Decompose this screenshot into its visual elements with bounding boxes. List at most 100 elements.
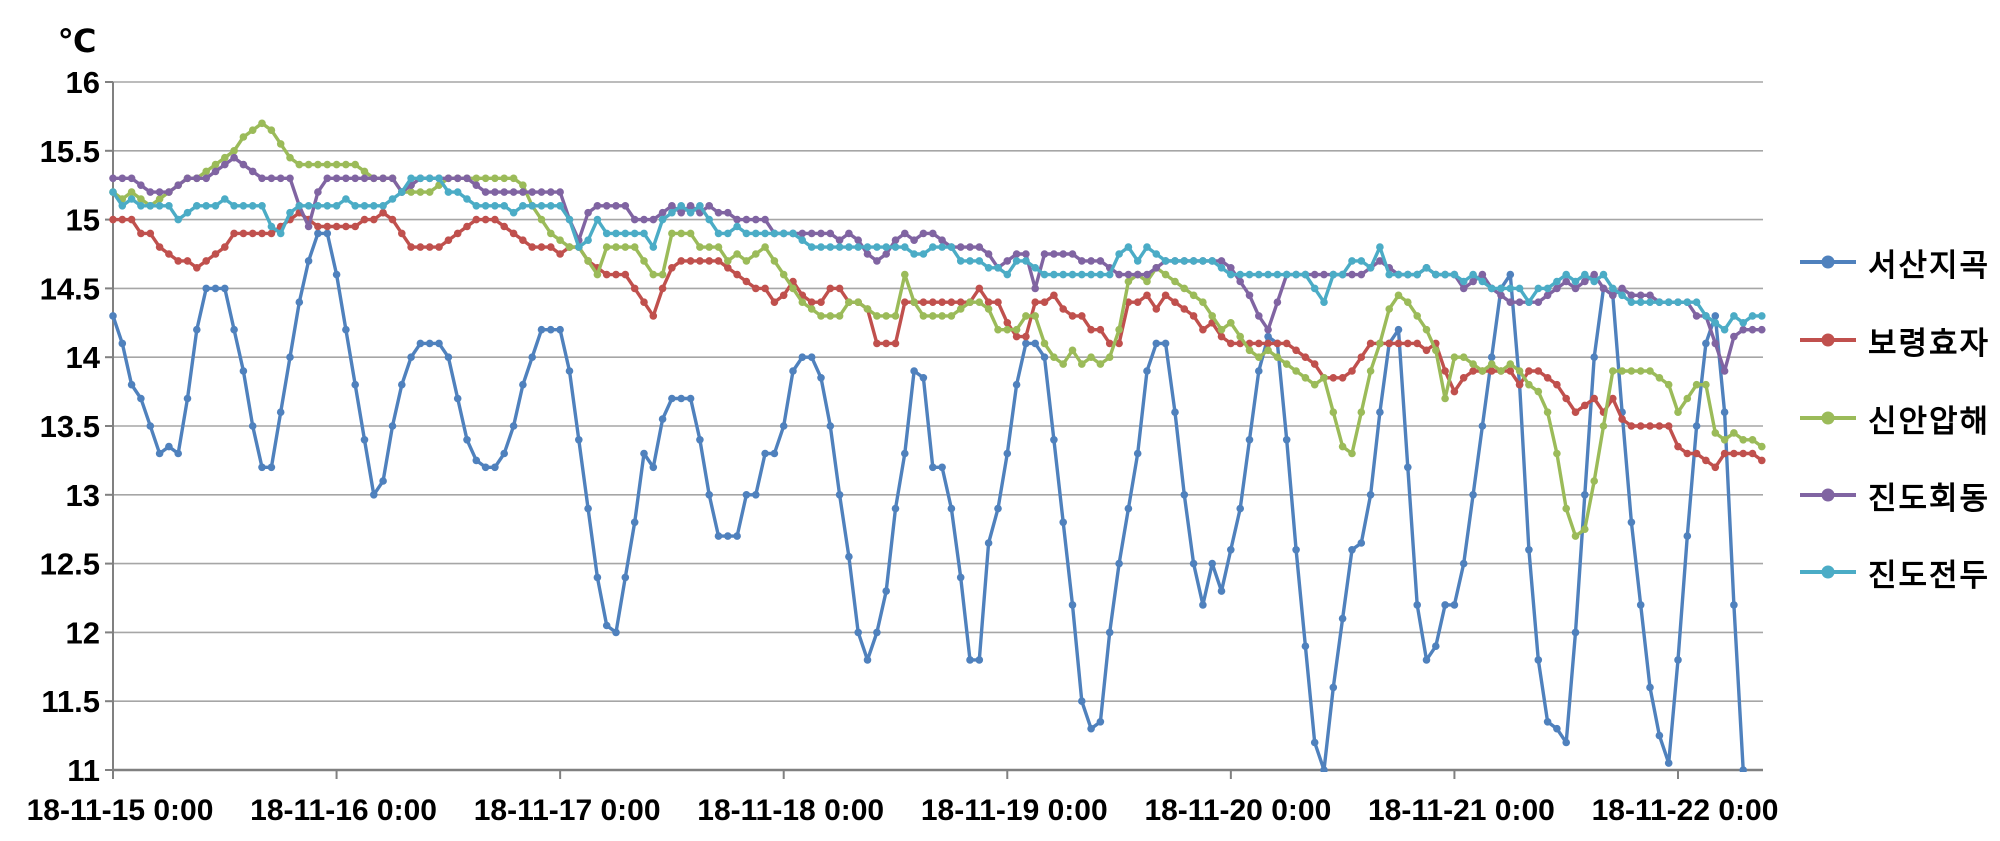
data-point	[724, 257, 732, 265]
y-tick-label: 14.5	[40, 271, 100, 306]
data-point	[360, 215, 369, 224]
data-point	[1609, 291, 1617, 300]
data-point	[304, 202, 313, 210]
data-point	[1236, 277, 1244, 286]
data-point	[1366, 339, 1375, 348]
data-point	[1618, 284, 1626, 293]
data-point	[248, 126, 257, 134]
data-point	[798, 236, 807, 244]
series-line-진도전두	[111, 176, 1764, 332]
data-point	[1348, 449, 1356, 458]
data-point	[714, 208, 723, 217]
data-point	[1692, 298, 1701, 307]
data-point	[1720, 436, 1729, 444]
x-tick-label: 18-11-17 0:00	[474, 794, 661, 827]
data-point	[500, 174, 509, 183]
data-point	[714, 257, 723, 265]
data-point	[165, 442, 173, 451]
data-point	[1413, 601, 1421, 609]
data-point	[463, 222, 471, 231]
data-point	[351, 222, 360, 231]
series-서산지곡	[109, 229, 1747, 772]
data-point	[1143, 277, 1151, 286]
data-point	[752, 229, 760, 238]
data-point	[975, 257, 984, 265]
data-point	[1469, 277, 1477, 286]
data-point	[407, 353, 415, 362]
data-point	[1683, 449, 1692, 458]
data-point	[286, 353, 294, 362]
data-point	[1357, 408, 1366, 417]
y-tick-label: 13.5	[40, 409, 100, 444]
data-point	[146, 422, 155, 430]
data-point	[910, 250, 918, 258]
data-point	[1338, 374, 1347, 382]
data-point	[1245, 291, 1254, 300]
data-point	[388, 195, 397, 203]
series-line-보령효자	[111, 210, 1764, 469]
data-point	[1012, 325, 1021, 334]
data-point	[1320, 298, 1328, 307]
legend-label: 신안압해	[1868, 403, 1991, 439]
data-point	[1338, 270, 1347, 279]
data-point	[1050, 436, 1058, 444]
data-point	[994, 325, 1002, 334]
data-point	[752, 250, 760, 258]
data-point	[612, 628, 620, 637]
series-진도회동	[109, 153, 1766, 375]
data-point	[481, 215, 490, 224]
data-point	[500, 222, 509, 231]
data-point	[1199, 298, 1207, 307]
data-point	[1627, 367, 1636, 375]
data-point	[1366, 491, 1375, 499]
data-point	[1031, 264, 1039, 272]
x-tick-label: 18-11-15 0:00	[27, 794, 214, 827]
data-point	[1273, 298, 1282, 307]
legend-item-진도전두: 진도전두	[1800, 554, 1990, 593]
data-point	[183, 174, 192, 183]
data-point	[1758, 442, 1766, 451]
data-point	[1525, 298, 1533, 307]
data-point	[1487, 353, 1496, 362]
data-point	[873, 339, 881, 348]
data-point	[1152, 305, 1161, 313]
data-point	[807, 243, 816, 251]
legend-label: 진도전두	[1868, 557, 1991, 593]
data-point	[901, 229, 909, 238]
data-point	[826, 284, 835, 293]
data-point	[1739, 766, 1747, 772]
data-point	[1534, 656, 1543, 664]
data-point	[1068, 346, 1077, 355]
data-point	[761, 215, 769, 224]
data-point	[1376, 339, 1384, 348]
data-point	[1497, 367, 1505, 375]
data-point	[1646, 291, 1654, 300]
data-point	[1189, 291, 1198, 300]
data-point	[1553, 380, 1561, 389]
data-point	[1096, 270, 1105, 279]
data-point	[984, 250, 993, 258]
data-point	[1487, 284, 1496, 293]
data-point	[444, 236, 453, 244]
data-point	[1543, 374, 1552, 382]
data-point	[1180, 284, 1189, 293]
data-point	[155, 188, 164, 196]
data-point	[379, 477, 387, 485]
legend-marker-dot-icon	[1821, 411, 1835, 425]
data-point	[519, 236, 527, 244]
data-point	[1515, 298, 1524, 307]
data-point	[1087, 325, 1095, 334]
data-point	[873, 312, 881, 320]
data-point	[295, 298, 304, 307]
data-point	[984, 264, 993, 272]
data-point	[1702, 312, 1710, 320]
data-point	[1255, 312, 1263, 320]
data-point	[882, 250, 890, 258]
data-point	[947, 312, 956, 320]
data-point	[1394, 339, 1403, 348]
data-point	[1208, 257, 1216, 265]
data-point	[1711, 319, 1720, 327]
data-point	[267, 222, 276, 231]
data-point	[127, 174, 136, 183]
